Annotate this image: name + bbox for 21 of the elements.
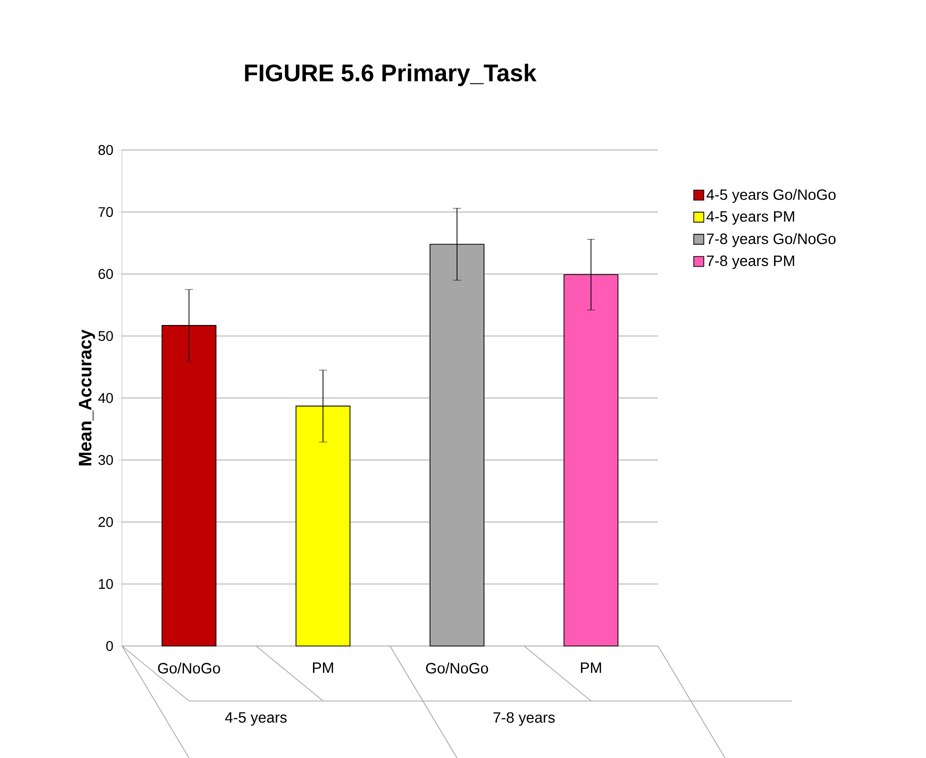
y-tick-label: 0 — [106, 640, 113, 651]
y-tick-label: 40 — [98, 392, 113, 403]
y-tick-label: 50 — [98, 330, 113, 341]
legend-label: 7-8 years PM — [706, 255, 794, 269]
y-axis-title: Mean_Accuracy — [78, 329, 96, 466]
y-tick-label: 60 — [98, 268, 113, 279]
y-tick-label: 70 — [98, 206, 113, 217]
legend-label: 4-5 years Go/NoGo — [706, 188, 836, 203]
legend-label: 4-5 years PM — [706, 211, 794, 225]
y-tick-label: 80 — [98, 144, 113, 155]
y-tick-label: 10 — [98, 578, 113, 589]
y-tick-label: 20 — [98, 516, 113, 527]
x-tick-label: Go/NoGo — [426, 662, 488, 674]
x-tick-label: PM — [312, 662, 334, 673]
x-tick-label: PM — [580, 662, 602, 673]
x-tick-label: Go/NoGo — [158, 662, 220, 674]
chart-title: FIGURE 5.6 Primary_Task — [245, 64, 537, 86]
legend-label: 7-8 years Go/NoGo — [706, 232, 836, 247]
text: 4-5 years — [225, 712, 287, 726]
y-tick-label: 30 — [98, 454, 113, 465]
text: 7-8 years — [494, 712, 555, 726]
